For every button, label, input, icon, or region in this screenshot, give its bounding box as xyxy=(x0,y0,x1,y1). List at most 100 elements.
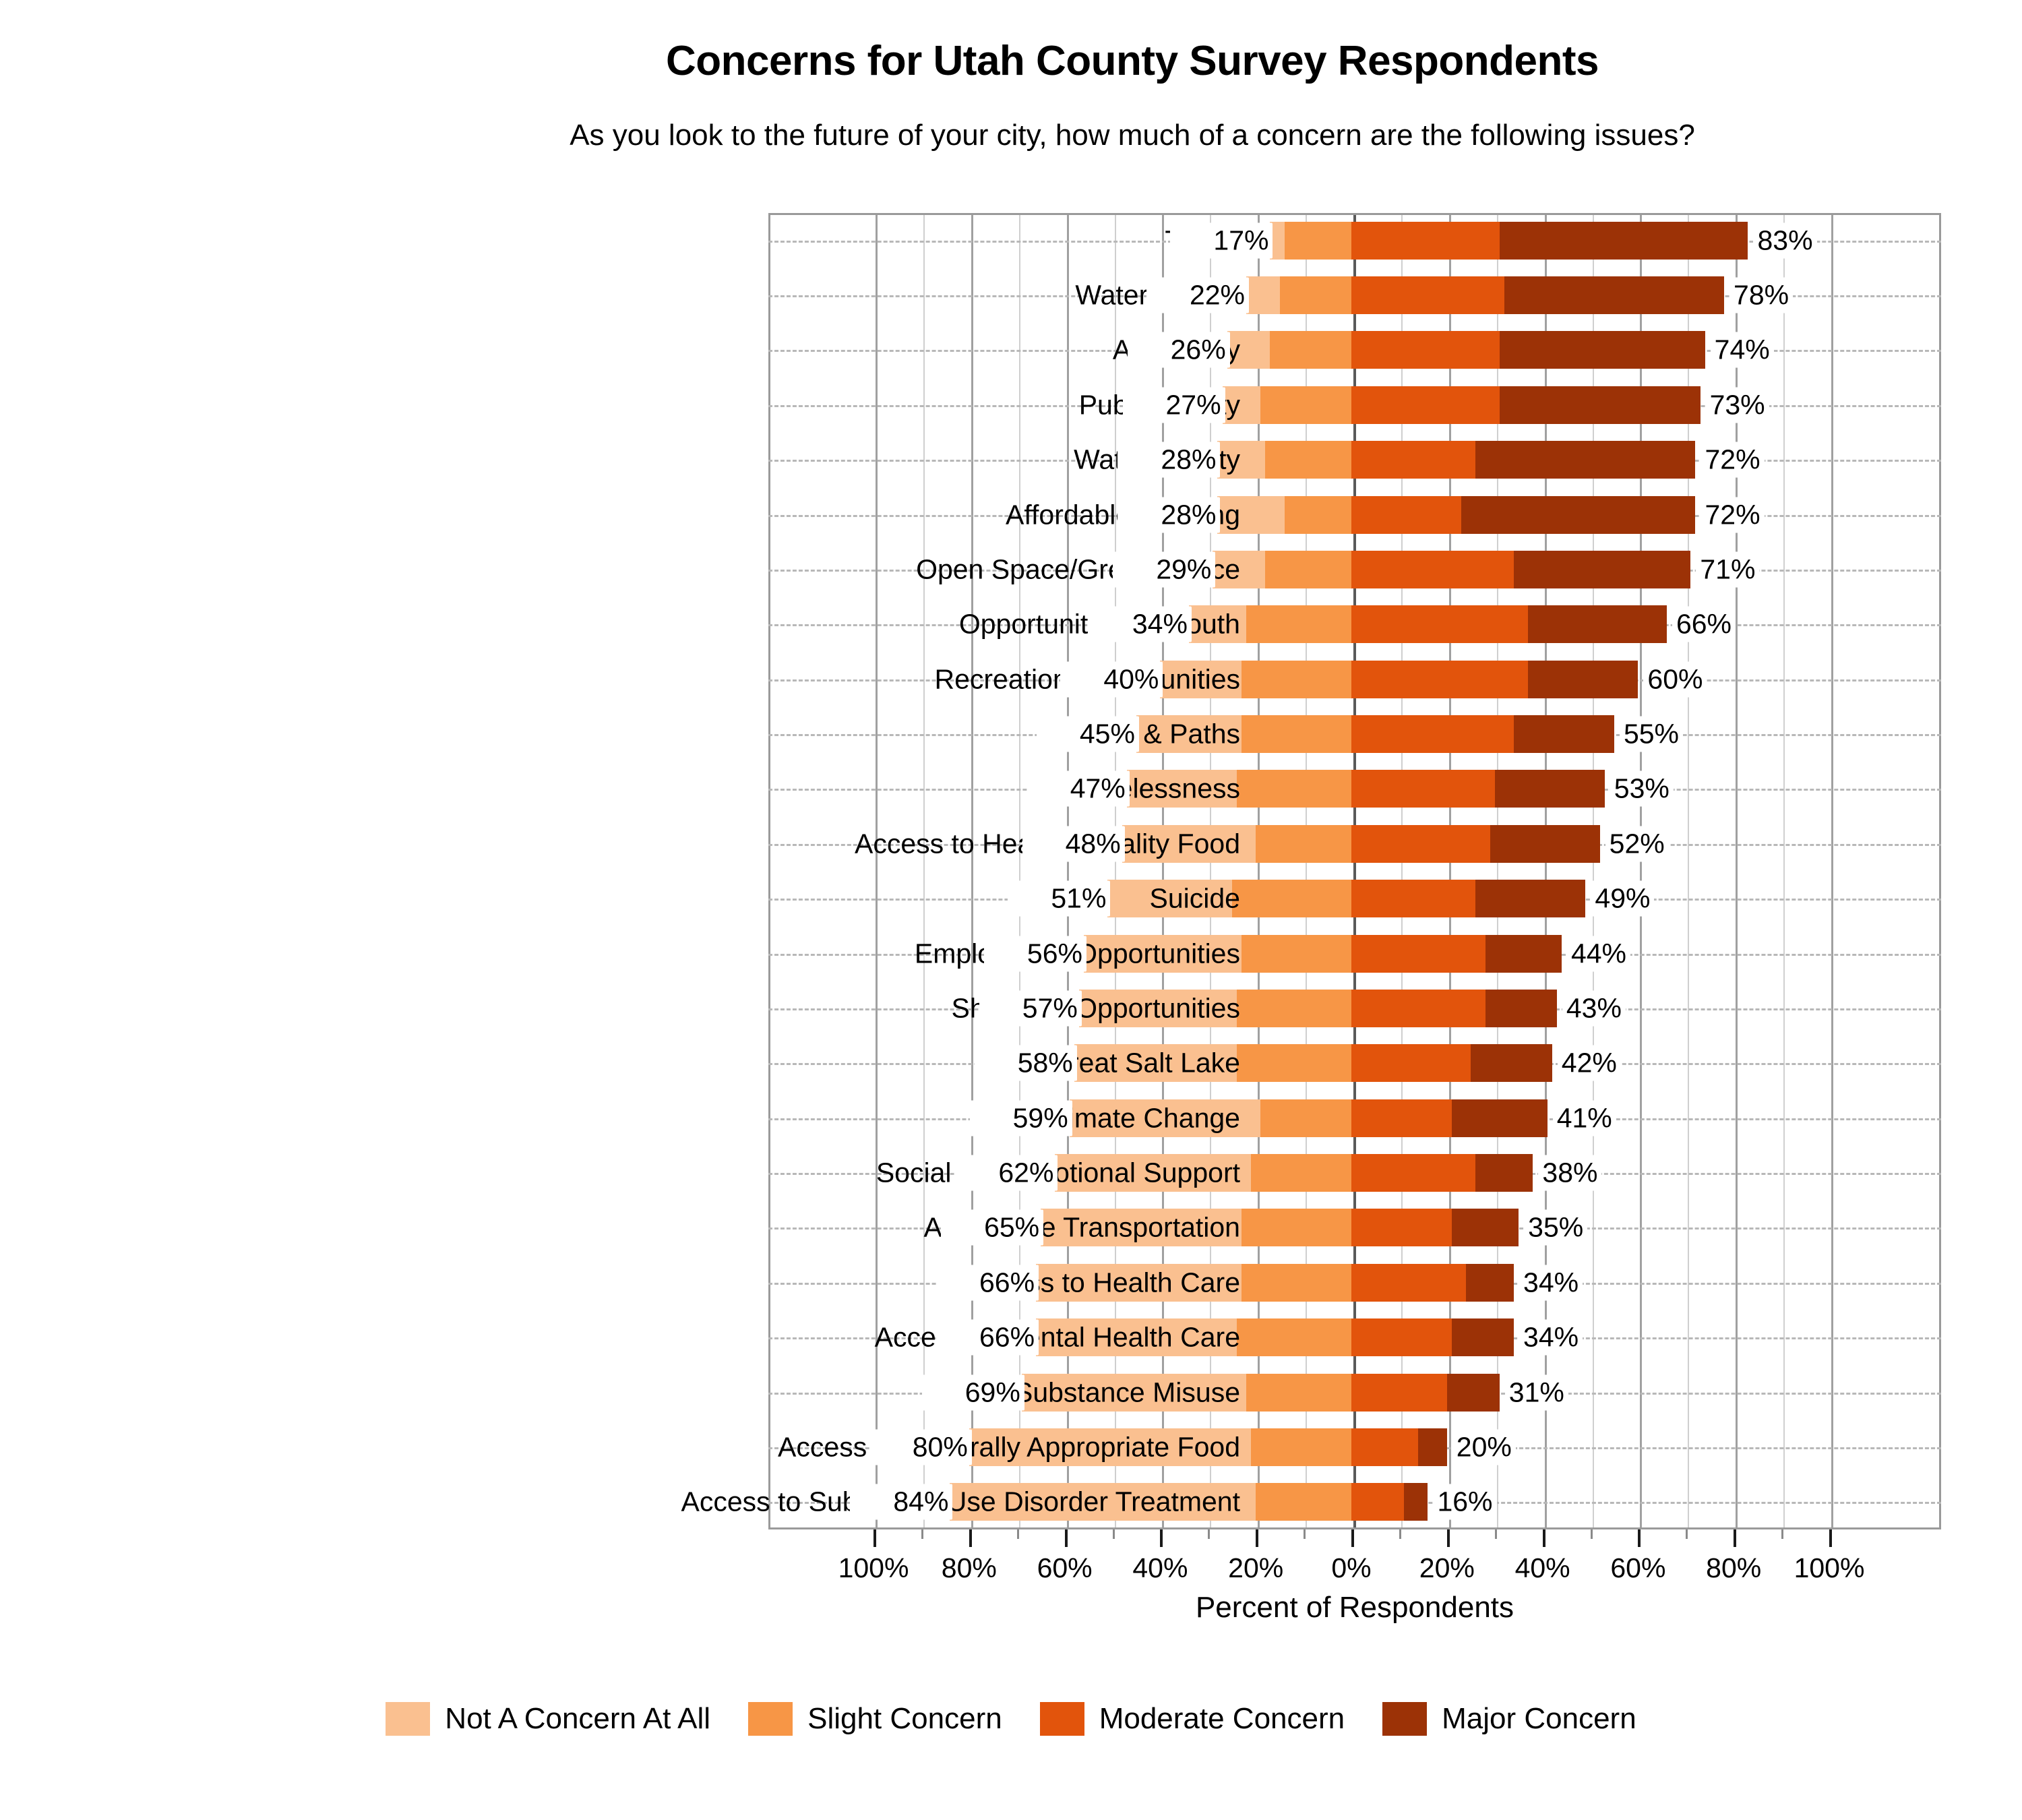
bar-segment-major[interactable] xyxy=(1475,441,1696,479)
bar-segment-major[interactable] xyxy=(1494,770,1605,808)
stacked-bar[interactable] xyxy=(1222,386,1701,424)
bar-segment-slight[interactable] xyxy=(1246,605,1351,644)
stacked-bar[interactable] xyxy=(1036,1263,1514,1302)
bar-segment-moderate[interactable] xyxy=(1351,441,1476,479)
bar-segment-major[interactable] xyxy=(1403,1483,1428,1521)
bar-segment-major[interactable] xyxy=(1485,989,1557,1027)
stacked-bar[interactable] xyxy=(1122,824,1600,863)
bar-segment-not-a-concern[interactable] xyxy=(1069,1099,1261,1137)
bar-segment-not-a-concern[interactable] xyxy=(1036,1318,1237,1357)
bar-segment-major[interactable] xyxy=(1499,221,1748,260)
bar-segment-slight[interactable] xyxy=(1265,550,1351,588)
bar-segment-moderate[interactable] xyxy=(1351,824,1490,863)
bar-segment-not-a-concern[interactable] xyxy=(1126,770,1237,808)
bar-segment-not-a-concern[interactable] xyxy=(1246,276,1280,315)
bar-segment-major[interactable] xyxy=(1499,331,1705,369)
bar-segment-moderate[interactable] xyxy=(1351,934,1485,973)
bar-segment-major[interactable] xyxy=(1451,1318,1514,1357)
bar-segment-moderate[interactable] xyxy=(1351,221,1500,260)
bar-segment-major[interactable] xyxy=(1461,495,1696,534)
bar-segment-major[interactable] xyxy=(1490,824,1600,863)
bar-segment-not-a-concern[interactable] xyxy=(1083,934,1242,973)
stacked-bar[interactable] xyxy=(1136,715,1614,754)
bar-segment-major[interactable] xyxy=(1514,715,1614,754)
bar-segment-moderate[interactable] xyxy=(1351,1099,1452,1137)
bar-segment-not-a-concern[interactable] xyxy=(1160,660,1242,698)
bar-segment-slight[interactable] xyxy=(1279,276,1351,315)
bar-segment-not-a-concern[interactable] xyxy=(1078,989,1237,1027)
legend-item[interactable]: Major Concern xyxy=(1382,1702,1636,1736)
bar-segment-slight[interactable] xyxy=(1256,824,1351,863)
bar-segment-slight[interactable] xyxy=(1260,386,1351,424)
legend-item[interactable]: Moderate Concern xyxy=(1039,1702,1345,1736)
stacked-bar[interactable] xyxy=(1107,880,1586,918)
stacked-bar[interactable] xyxy=(1041,1209,1519,1247)
stacked-bar[interactable] xyxy=(1036,1318,1514,1357)
bar-segment-moderate[interactable] xyxy=(1351,1373,1447,1412)
stacked-bar[interactable] xyxy=(1083,934,1562,973)
bar-segment-major[interactable] xyxy=(1446,1373,1500,1412)
bar-segment-moderate[interactable] xyxy=(1351,1483,1404,1521)
bar-segment-not-a-concern[interactable] xyxy=(1188,605,1247,644)
bar-segment-moderate[interactable] xyxy=(1351,550,1514,588)
bar-segment-major[interactable] xyxy=(1504,276,1724,315)
bar-segment-major[interactable] xyxy=(1514,550,1691,588)
bar-segment-not-a-concern[interactable] xyxy=(1227,331,1270,369)
bar-segment-not-a-concern[interactable] xyxy=(1107,880,1232,918)
bar-segment-major[interactable] xyxy=(1471,1044,1552,1083)
stacked-bar[interactable] xyxy=(1021,1373,1500,1412)
bar-segment-slight[interactable] xyxy=(1256,1483,1351,1521)
stacked-bar[interactable] xyxy=(1160,660,1638,698)
stacked-bar[interactable] xyxy=(1217,495,1696,534)
bar-segment-not-a-concern[interactable] xyxy=(1213,550,1266,588)
bar-segment-slight[interactable] xyxy=(1241,1209,1351,1247)
bar-segment-slight[interactable] xyxy=(1241,715,1351,754)
stacked-bar[interactable] xyxy=(1078,989,1557,1027)
bar-segment-major[interactable] xyxy=(1499,386,1701,424)
bar-segment-slight[interactable] xyxy=(1246,1373,1351,1412)
bar-segment-major[interactable] xyxy=(1485,934,1562,973)
bar-segment-moderate[interactable] xyxy=(1351,715,1514,754)
bar-segment-moderate[interactable] xyxy=(1351,1154,1476,1192)
legend-item[interactable]: Not A Concern At All xyxy=(386,1702,710,1736)
bar-segment-not-a-concern[interactable] xyxy=(1217,441,1266,479)
bar-segment-moderate[interactable] xyxy=(1351,386,1500,424)
bar-segment-moderate[interactable] xyxy=(1351,495,1462,534)
bar-segment-slight[interactable] xyxy=(1241,660,1351,698)
stacked-bar[interactable] xyxy=(1074,1044,1552,1083)
bar-segment-moderate[interactable] xyxy=(1351,331,1500,369)
stacked-bar[interactable] xyxy=(950,1483,1428,1521)
stacked-bar[interactable] xyxy=(1188,605,1667,644)
bar-segment-not-a-concern[interactable] xyxy=(1036,1263,1242,1302)
bar-segment-slight[interactable] xyxy=(1241,934,1351,973)
bar-segment-not-a-concern[interactable] xyxy=(1055,1154,1252,1192)
bar-segment-slight[interactable] xyxy=(1270,331,1351,369)
bar-segment-moderate[interactable] xyxy=(1351,1044,1471,1083)
bar-segment-major[interactable] xyxy=(1418,1428,1447,1466)
bar-segment-not-a-concern[interactable] xyxy=(969,1428,1252,1466)
legend-item[interactable]: Slight Concern xyxy=(748,1702,1002,1736)
bar-segment-slight[interactable] xyxy=(1236,1044,1351,1083)
bar-segment-moderate[interactable] xyxy=(1351,1428,1419,1466)
stacked-bar[interactable] xyxy=(1227,331,1705,369)
bar-segment-not-a-concern[interactable] xyxy=(950,1483,1256,1521)
bar-segment-not-a-concern[interactable] xyxy=(1122,824,1256,863)
bar-segment-slight[interactable] xyxy=(1260,1099,1351,1137)
bar-segment-slight[interactable] xyxy=(1231,880,1351,918)
stacked-bar[interactable] xyxy=(1213,550,1691,588)
bar-segment-major[interactable] xyxy=(1475,880,1586,918)
bar-segment-major[interactable] xyxy=(1451,1099,1548,1137)
bar-segment-not-a-concern[interactable] xyxy=(1136,715,1242,754)
bar-segment-not-a-concern[interactable] xyxy=(1041,1209,1242,1247)
stacked-bar[interactable] xyxy=(1055,1154,1533,1192)
bar-segment-moderate[interactable] xyxy=(1351,1263,1467,1302)
stacked-bar[interactable] xyxy=(1217,441,1696,479)
bar-segment-slight[interactable] xyxy=(1236,770,1351,808)
bar-segment-moderate[interactable] xyxy=(1351,276,1504,315)
bar-segment-not-a-concern[interactable] xyxy=(1217,495,1285,534)
bar-segment-slight[interactable] xyxy=(1241,1263,1351,1302)
bar-segment-slight[interactable] xyxy=(1251,1154,1351,1192)
stacked-bar[interactable] xyxy=(969,1428,1447,1466)
bar-segment-slight[interactable] xyxy=(1284,495,1351,534)
bar-segment-not-a-concern[interactable] xyxy=(1222,386,1261,424)
